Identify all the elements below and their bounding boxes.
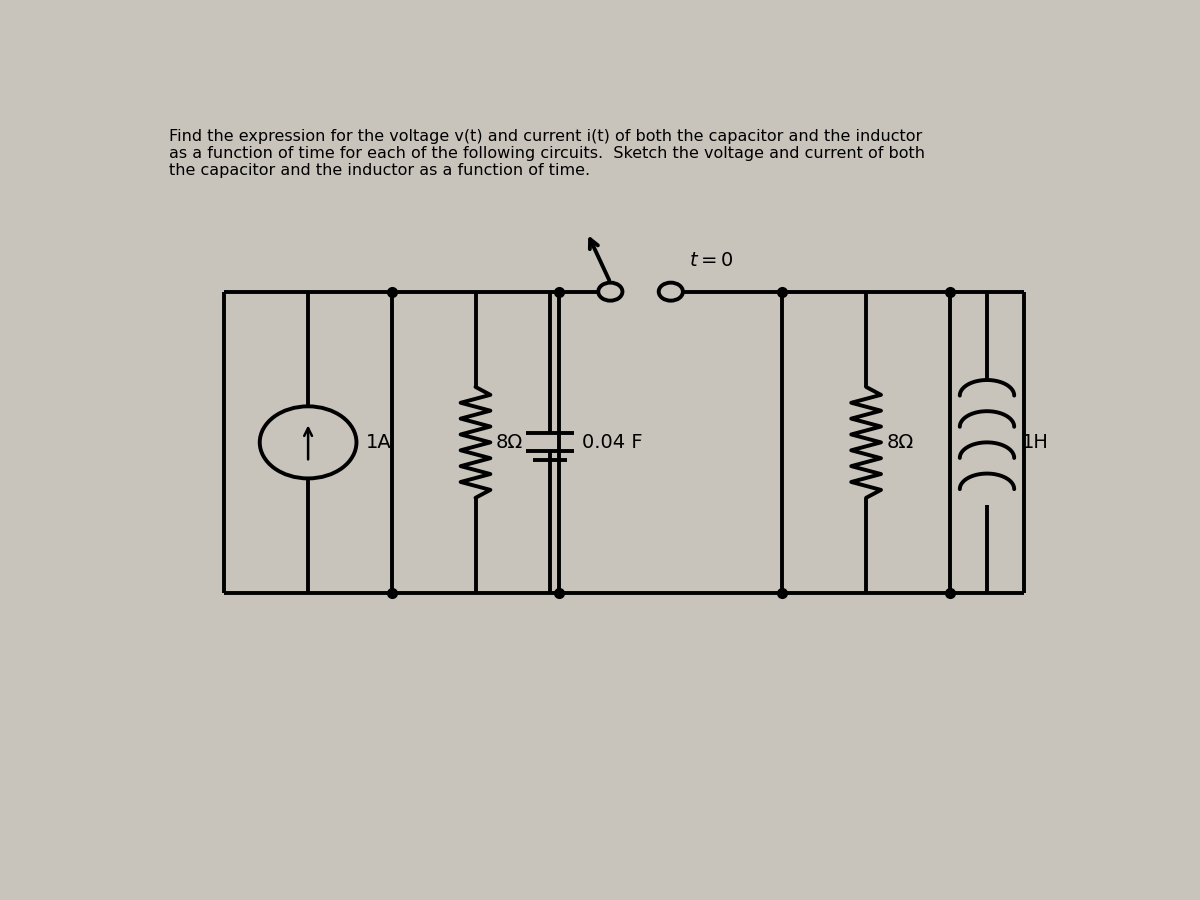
Text: Find the expression for the voltage v(t) and current i(t) of both the capacitor : Find the expression for the voltage v(t)… [168,129,922,144]
Text: as a function of time for each of the following circuits.  Sketch the voltage an: as a function of time for each of the fo… [168,146,925,161]
Text: 8Ω: 8Ω [887,433,914,452]
Text: 1A: 1A [366,433,391,452]
Text: 0.04 F: 0.04 F [582,433,643,452]
Text: the capacitor and the inductor as a function of time.: the capacitor and the inductor as a func… [168,164,589,178]
Text: 8Ω: 8Ω [496,433,523,452]
Text: 1H: 1H [1022,433,1049,452]
Text: $t = 0$: $t = 0$ [690,251,734,270]
